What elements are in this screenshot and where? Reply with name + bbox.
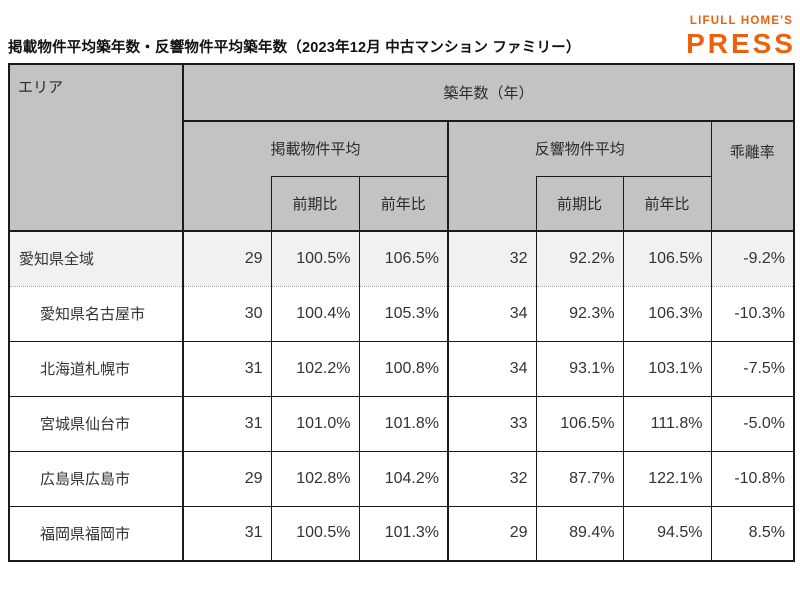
response-prev-period-cell: 92.3% (535, 286, 624, 342)
header-row-3: 前期比 前年比 前期比 前年比 (9, 175, 794, 232)
group-header-building-age: 築年数（年） (182, 63, 795, 122)
listed-prev-period-cell: 100.4% (270, 286, 360, 342)
listed-prev-year-cell: 105.3% (358, 286, 449, 342)
header-row-2: 掲載物件平均 反響物件平均 乖離率 (9, 120, 795, 232)
response-age-cell: 33 (447, 395, 537, 452)
listed-prev-year-cell: 101.8% (358, 395, 449, 452)
listed-age-cell: 31 (182, 395, 272, 452)
deviation-cell: -5.0% (710, 395, 795, 452)
header-listed-prev-period: 前期比 (270, 175, 360, 232)
logo-press-text: PRESS (686, 27, 796, 59)
response-prev-year-cell: 111.8% (622, 395, 712, 452)
response-prev-year-cell: 103.1% (622, 340, 712, 397)
listed-age-cell: 29 (182, 230, 272, 287)
table-row: 宮城県仙台市 31 101.0% 101.8% 33 106.5% 111.8%… (8, 395, 795, 452)
response-prev-period-cell: 106.5% (535, 395, 624, 452)
response-age-cell: 29 (447, 505, 537, 562)
header-deviation-rate: 乖離率 (710, 120, 795, 232)
header-empty-response-value (447, 176, 537, 232)
response-prev-period-cell: 93.1% (535, 340, 624, 397)
table-row: 愛知県名古屋市 30 100.4% 105.3% 34 92.3% 106.3%… (8, 286, 795, 342)
area-cell: 愛知県全域 (8, 230, 184, 287)
table-row: 北海道札幌市 31 102.2% 100.8% 34 93.1% 103.1% … (8, 340, 795, 397)
area-cell: 宮城県仙台市 (8, 395, 184, 452)
statistics-table: エリア 築年数（年） 掲載物件平均 反響物件平均 乖離率 前期比 前年比 前期比… (8, 63, 796, 562)
header-response-prev-year: 前年比 (622, 175, 712, 232)
listed-prev-period-cell: 100.5% (270, 505, 360, 562)
listed-prev-year-cell: 106.5% (358, 230, 449, 287)
subgroup-header-listed-avg: 掲載物件平均 (182, 120, 449, 176)
area-cell: 北海道札幌市 (8, 340, 184, 397)
deviation-cell: 8.5% (710, 505, 795, 562)
subgroup-header-response-avg: 反響物件平均 (447, 120, 712, 176)
response-prev-period-cell: 92.2% (535, 230, 624, 287)
response-age-cell: 34 (447, 286, 537, 342)
response-prev-period-cell: 89.4% (535, 505, 624, 562)
listed-prev-period-cell: 102.2% (270, 340, 360, 397)
listed-prev-year-cell: 100.8% (358, 340, 449, 397)
listed-prev-year-cell: 101.3% (358, 505, 449, 562)
table-row: 福岡県福岡市 31 100.5% 101.3% 29 89.4% 94.5% 8… (8, 505, 795, 562)
deviation-cell: -10.8% (710, 450, 795, 507)
response-prev-period-cell: 87.7% (535, 450, 624, 507)
response-prev-year-cell: 94.5% (622, 505, 712, 562)
header-row-1: エリア 築年数（年） (8, 63, 795, 232)
deviation-cell: -9.2% (710, 230, 795, 287)
page-title: 掲載物件平均築年数・反響物件平均築年数（2023年12月 中古マンション ファミ… (8, 40, 581, 56)
listed-age-cell: 31 (182, 505, 272, 562)
response-age-cell: 34 (447, 340, 537, 397)
header-listed-prev-year: 前年比 (358, 175, 449, 232)
header-empty-listed-value (182, 176, 272, 232)
area-cell: 福岡県福岡市 (8, 505, 184, 562)
deviation-cell: -10.3% (710, 286, 795, 342)
response-prev-year-cell: 106.3% (622, 286, 712, 342)
area-cell: 愛知県名古屋市 (8, 286, 184, 342)
table-row: 愛知県全域 29 100.5% 106.5% 32 92.2% 106.5% -… (8, 230, 795, 287)
response-age-cell: 32 (447, 450, 537, 507)
listed-prev-year-cell: 104.2% (358, 450, 449, 507)
lifull-homes-press-logo: LIFULL HOME'S PRESS (686, 15, 796, 59)
corner-header-area: エリア (8, 63, 184, 232)
listed-age-cell: 29 (182, 450, 272, 507)
listed-prev-period-cell: 102.8% (270, 450, 360, 507)
logo-brand-text: LIFULL HOME'S (689, 15, 793, 27)
listed-prev-period-cell: 100.5% (270, 230, 360, 287)
response-prev-year-cell: 106.5% (622, 230, 712, 287)
header-response-prev-period: 前期比 (535, 175, 624, 232)
table-row: 広島県広島市 29 102.8% 104.2% 32 87.7% 122.1% … (8, 450, 795, 507)
deviation-cell: -7.5% (710, 340, 795, 397)
response-prev-year-cell: 122.1% (622, 450, 712, 507)
listed-prev-period-cell: 101.0% (270, 395, 360, 452)
listed-age-cell: 30 (182, 286, 272, 342)
listed-age-cell: 31 (182, 340, 272, 397)
area-cell: 広島県広島市 (8, 450, 184, 507)
response-age-cell: 32 (447, 230, 537, 287)
